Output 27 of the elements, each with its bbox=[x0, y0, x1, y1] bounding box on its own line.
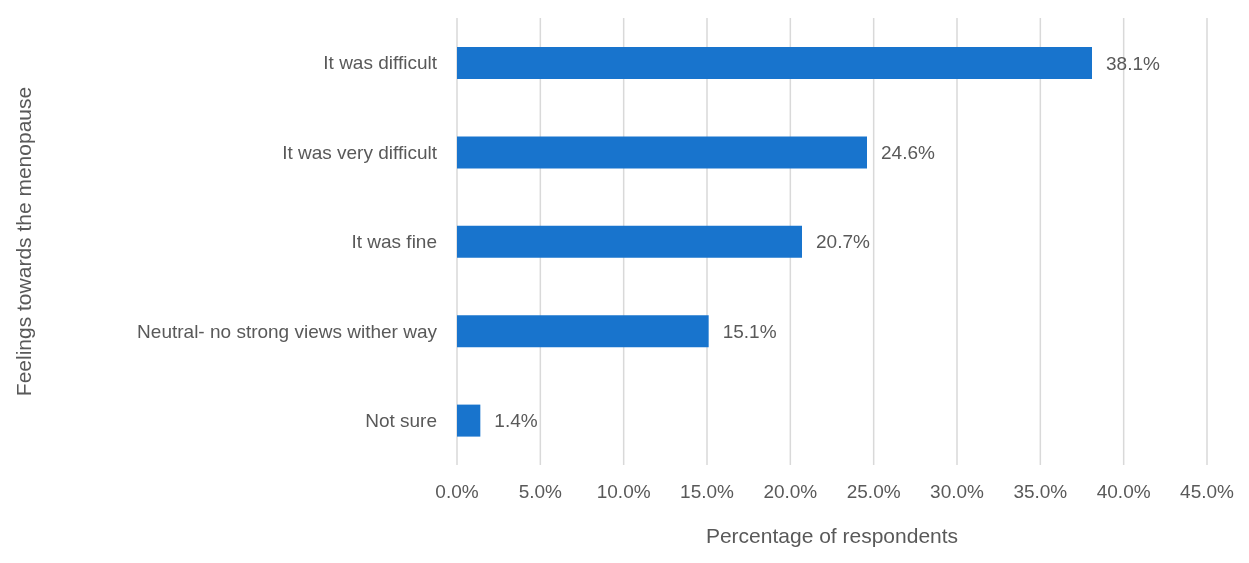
y-tick-label: It was fine bbox=[351, 231, 437, 253]
x-tick-label: 15.0% bbox=[680, 481, 735, 503]
y-tick-label: It was difficult bbox=[323, 52, 438, 74]
x-tick-label: 5.0% bbox=[518, 481, 563, 503]
data-label: 15.1% bbox=[722, 320, 777, 342]
y-tick-label: Not sure bbox=[365, 410, 437, 432]
y-tick-label: Neutral- no strong views wither way bbox=[137, 320, 438, 342]
bar bbox=[457, 404, 481, 437]
data-label: 38.1% bbox=[1106, 52, 1160, 74]
data-label: 24.6% bbox=[881, 142, 935, 164]
x-tick-label: 0.0% bbox=[435, 481, 479, 503]
bar bbox=[457, 315, 709, 348]
x-tick-label: 40.0% bbox=[1096, 481, 1151, 503]
x-tick-label: 20.0% bbox=[763, 481, 818, 503]
x-tick-label: 45.0% bbox=[1180, 481, 1235, 503]
y-axis-title: Feelings towards the menopause bbox=[12, 86, 36, 397]
bar bbox=[457, 225, 802, 258]
x-tick-label: 35.0% bbox=[1013, 481, 1068, 503]
data-label: 20.7% bbox=[816, 231, 870, 253]
x-tick-label: 30.0% bbox=[930, 481, 985, 503]
x-axis-title: Percentage of respondents bbox=[705, 524, 959, 547]
y-tick-label: It was very difficult bbox=[282, 141, 438, 163]
data-label: 1.4% bbox=[494, 410, 538, 432]
bar bbox=[457, 136, 867, 169]
x-tick-label: 10.0% bbox=[596, 481, 651, 503]
bar bbox=[457, 47, 1092, 79]
x-tick-label: 25.0% bbox=[846, 481, 901, 503]
